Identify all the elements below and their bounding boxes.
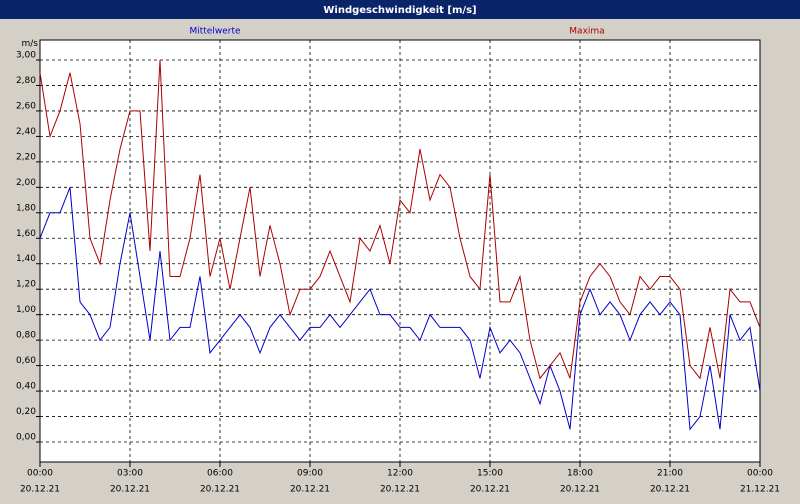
x-tick-date: 20.12.21 <box>200 485 240 495</box>
y-tick-label: 2,00 <box>16 178 36 188</box>
y-tick-label: 0,60 <box>16 356 36 366</box>
y-axis-label: m/s <box>22 39 39 49</box>
data-line <box>39 187 761 431</box>
x-tick-label: 12:00 <box>387 469 413 479</box>
x-tick-date: 20.12.21 <box>290 485 330 495</box>
y-tick-label: 1,60 <box>16 229 36 239</box>
legend-entry: Maxima <box>569 27 604 37</box>
y-tick-label: 2,40 <box>16 127 36 137</box>
title-bar <box>0 0 800 19</box>
x-tick-date: 20.12.21 <box>20 485 60 495</box>
y-tick-label: 2,80 <box>16 76 36 86</box>
x-tick-date: 21.12.21 <box>740 485 780 495</box>
x-tick-date: 20.12.21 <box>470 485 510 495</box>
x-tick-label: 18:00 <box>567 469 593 479</box>
x-tick-date: 20.12.21 <box>650 485 690 495</box>
x-tick-label: 00:00 <box>747 469 773 479</box>
data-line <box>39 59 761 380</box>
x-tick-label: 09:00 <box>297 469 323 479</box>
legend-entry: Mittelwerte <box>189 27 240 37</box>
y-tick-label: 3,00 <box>16 50 36 60</box>
y-tick-label: 2,60 <box>16 101 36 111</box>
x-tick-label: 03:00 <box>117 469 143 479</box>
y-tick-label: 0,80 <box>16 331 36 341</box>
x-tick-label: 15:00 <box>477 469 503 479</box>
x-tick-date: 20.12.21 <box>380 485 420 495</box>
y-tick-label: 1,20 <box>16 280 36 290</box>
x-tick-label: 21:00 <box>657 469 683 479</box>
y-tick-label: 0,40 <box>16 382 36 392</box>
y-tick-label: 0,00 <box>16 433 36 443</box>
x-tick-label: 06:00 <box>207 469 233 479</box>
window-title: Windgeschwindigkeit [m/s] <box>323 5 476 16</box>
x-tick-date: 20.12.21 <box>110 485 150 495</box>
y-tick-label: 2,20 <box>16 152 36 162</box>
y-tick-label: 0,20 <box>16 407 36 417</box>
x-tick-label: 00:00 <box>27 469 53 479</box>
x-tick-date: 20.12.21 <box>560 485 600 495</box>
y-tick-label: 1,00 <box>16 305 36 315</box>
y-tick-label: 1,80 <box>16 203 36 213</box>
y-tick-label: 1,40 <box>16 254 36 264</box>
